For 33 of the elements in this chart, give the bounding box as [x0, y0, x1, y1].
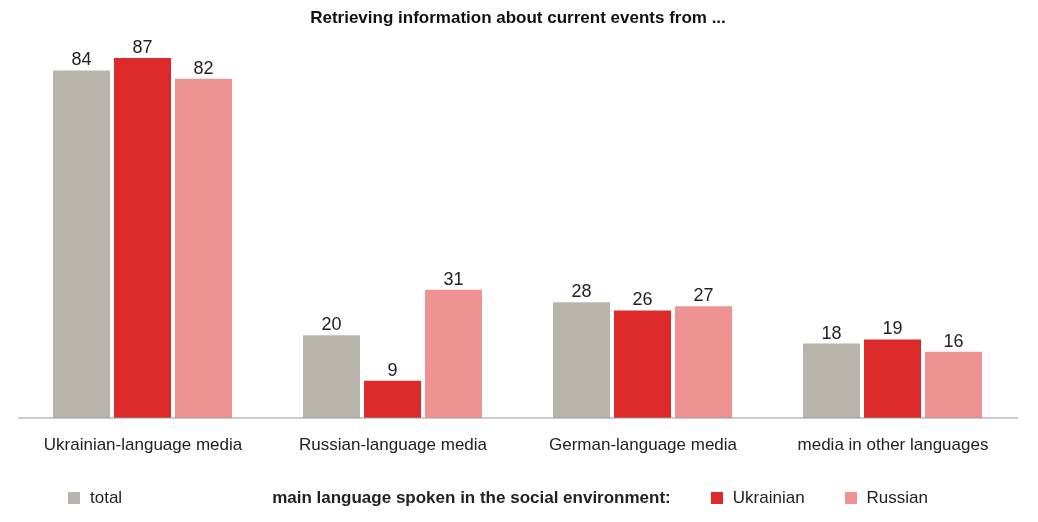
bar	[803, 343, 860, 418]
data-label: 28	[571, 281, 592, 302]
legend-label: total	[90, 488, 123, 508]
data-label: 20	[321, 314, 342, 335]
bar	[925, 351, 982, 418]
chart-title: Retrieving information about current events from ...	[309, 8, 727, 28]
x-tick-label: media in other languages	[797, 435, 989, 455]
data-label: 27	[693, 285, 714, 306]
bar	[864, 339, 921, 418]
x-tick-label: Russian-language media	[298, 435, 488, 455]
x-tick-label: Ukrainian-language media	[43, 435, 243, 455]
data-label: 16	[943, 330, 964, 351]
bar	[53, 70, 110, 418]
bar	[425, 289, 482, 418]
data-label: 18	[821, 322, 842, 343]
data-label: 31	[443, 268, 464, 289]
data-label: 9	[387, 359, 398, 380]
bar	[553, 302, 610, 418]
bar	[675, 306, 732, 418]
legend-label: Russian	[866, 488, 929, 508]
legend-title: main language spoken in the social environment:	[272, 488, 671, 508]
bar	[364, 380, 421, 418]
data-label: 19	[882, 318, 903, 339]
legend-label: Ukrainian	[732, 488, 805, 508]
data-label: 84	[71, 49, 92, 70]
bar	[114, 58, 171, 418]
bar	[175, 78, 232, 418]
data-label: 87	[132, 37, 153, 57]
bar	[303, 335, 360, 418]
x-tick-label: German-language media	[548, 435, 738, 455]
bar	[614, 310, 671, 418]
data-label: 26	[632, 289, 653, 310]
data-label: 82	[193, 57, 214, 78]
